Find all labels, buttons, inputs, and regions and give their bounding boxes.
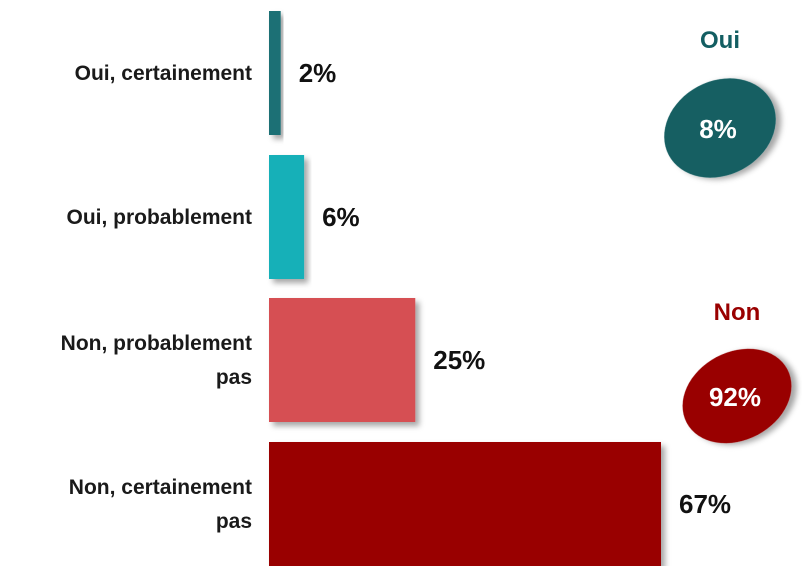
summary-layer: Oui 8% Non 92% — [664, 27, 792, 444]
category-label-line: Non, certainement — [69, 476, 252, 499]
category-label-1: Oui, certainement — [75, 62, 252, 85]
bar-2 — [269, 155, 305, 279]
summary-bubble-non — [682, 348, 792, 444]
bar-3 — [269, 298, 416, 422]
summary-value-non: 92% — [709, 382, 761, 412]
bars-layer: Oui, certainement 2% Oui, probablement 6% No… — [61, 11, 731, 566]
summary-title-non: Non — [714, 299, 761, 326]
value-label-3: 25% — [433, 345, 485, 375]
category-label-3: Non, probablement pas — [61, 332, 252, 389]
category-label-line: Oui, certainement — [75, 62, 252, 85]
category-label-4: Non, certainement pas — [69, 476, 252, 533]
summary-value-oui: 8% — [699, 114, 737, 144]
summary-title-oui: Oui — [700, 27, 740, 54]
category-label-line: Oui, probablement — [66, 206, 252, 229]
category-label-line: Non, probablement — [61, 332, 252, 355]
category-label-line: pas — [216, 366, 252, 389]
bar-4 — [269, 442, 661, 566]
value-label-4: 67% — [679, 489, 731, 519]
category-label-line: pas — [216, 510, 252, 533]
value-label-2: 6% — [322, 202, 360, 232]
summary-bubble-oui — [664, 78, 776, 178]
value-label-1: 2% — [299, 58, 337, 88]
bar-1 — [269, 11, 281, 135]
category-label-2: Oui, probablement — [66, 206, 252, 229]
